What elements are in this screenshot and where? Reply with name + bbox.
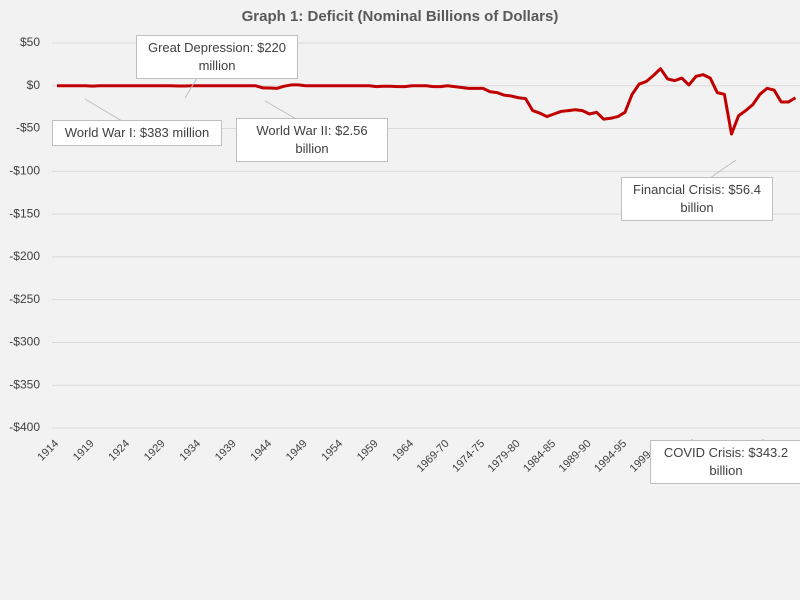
annotation: Great Depression: $220 million <box>136 35 298 79</box>
x-tick-label: 1959 <box>355 438 381 464</box>
x-tick-label: 1929 <box>142 438 168 464</box>
annotation: COVID Crisis: $343.2 billion <box>650 440 800 484</box>
x-tick-label: 1994-95 <box>592 438 629 475</box>
x-tick-label: 1969-70 <box>415 438 452 475</box>
x-tick-label: 1914 <box>35 438 61 464</box>
chart-title: Graph 1: Deficit (Nominal Billions of Do… <box>242 8 559 25</box>
y-tick-label: -$250 <box>9 292 40 306</box>
y-tick-label: $50 <box>20 35 40 49</box>
y-tick-label: -$100 <box>9 164 40 178</box>
y-tick-label: -$50 <box>16 121 40 135</box>
y-tick-label: -$350 <box>9 377 40 391</box>
x-tick-label: 1974-75 <box>450 438 487 475</box>
x-tick-label: 1934 <box>177 438 203 464</box>
x-tick-label: 1989-90 <box>557 438 594 475</box>
x-tick-label: 1944 <box>248 438 274 464</box>
x-tick-label: 1924 <box>106 438 132 464</box>
y-tick-label: -$200 <box>9 249 40 263</box>
x-tick-label: 1954 <box>319 438 345 464</box>
annotation: World War II: $2.56 billion <box>236 118 388 162</box>
data-line <box>57 67 797 136</box>
y-tick-label: -$300 <box>9 335 40 349</box>
x-tick-label: 1919 <box>71 438 97 464</box>
annotation: Financial Crisis: $56.4 billion <box>621 177 773 221</box>
y-tick-label: $0 <box>27 78 41 92</box>
annotation: World War I: $383 million <box>52 120 222 146</box>
x-tick-label: 1984-85 <box>521 438 558 475</box>
y-tick-label: -$400 <box>9 420 40 434</box>
x-tick-label: 1964 <box>390 438 416 464</box>
y-tick-label: -$150 <box>9 206 40 220</box>
x-tick-label: 1939 <box>213 438 239 464</box>
x-tick-label: 1949 <box>284 438 310 464</box>
x-tick-label: 1979-80 <box>486 438 523 475</box>
